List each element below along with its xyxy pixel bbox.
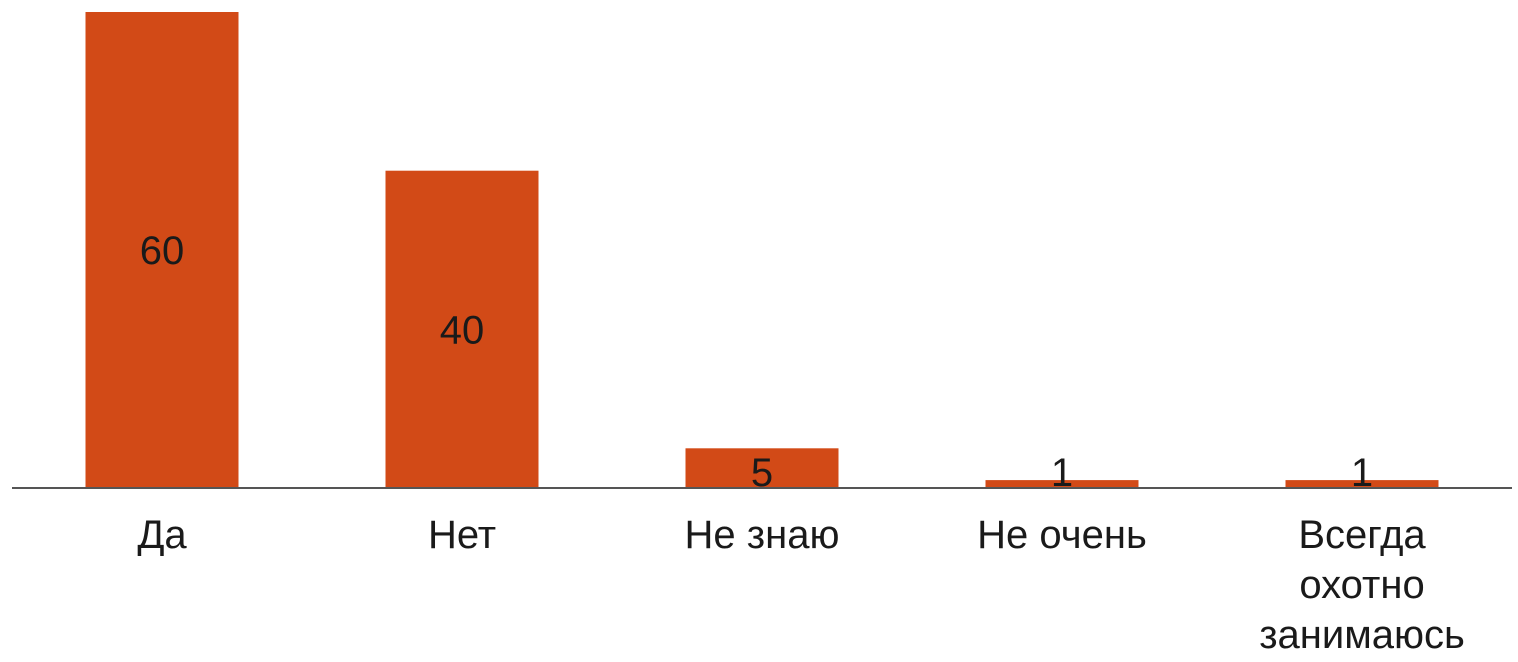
bars-group bbox=[85, 12, 1439, 488]
bar-3 bbox=[685, 448, 839, 488]
tick-label-5: Всегда охотно занимаюсь bbox=[1259, 513, 1465, 657]
value-label-1: 60 bbox=[140, 229, 185, 273]
bar-5 bbox=[1285, 480, 1439, 488]
value-label-2: 40 bbox=[440, 308, 485, 352]
bar-4 bbox=[985, 480, 1139, 488]
tick-label-line: занимаюсь bbox=[1259, 613, 1465, 657]
tick-label-line: Не знаю bbox=[685, 513, 840, 557]
tick-label-1: Да bbox=[137, 513, 187, 557]
tick-label-line: Нет bbox=[428, 513, 496, 557]
tick-label-4: Не очень bbox=[977, 513, 1147, 557]
value-labels-group: 60 40 5 1 1 bbox=[140, 229, 1373, 495]
value-label-5: 1 bbox=[1351, 451, 1373, 495]
tick-labels-group: Да Нет Не знаю Не очень Всегда охотно занимаюс… bbox=[137, 513, 1464, 657]
tick-label-2: Нет bbox=[428, 513, 496, 557]
value-label-4: 1 bbox=[1051, 451, 1073, 495]
tick-label-line: Да bbox=[137, 513, 187, 557]
bar-2 bbox=[385, 170, 539, 488]
tick-label-line: Всегда bbox=[1298, 513, 1426, 557]
bar-1 bbox=[85, 12, 239, 488]
tick-label-line: Не очень bbox=[977, 513, 1147, 557]
tick-label-3: Не знаю bbox=[685, 513, 840, 557]
value-label-3: 5 bbox=[751, 451, 773, 495]
tick-label-line: охотно bbox=[1299, 563, 1424, 607]
